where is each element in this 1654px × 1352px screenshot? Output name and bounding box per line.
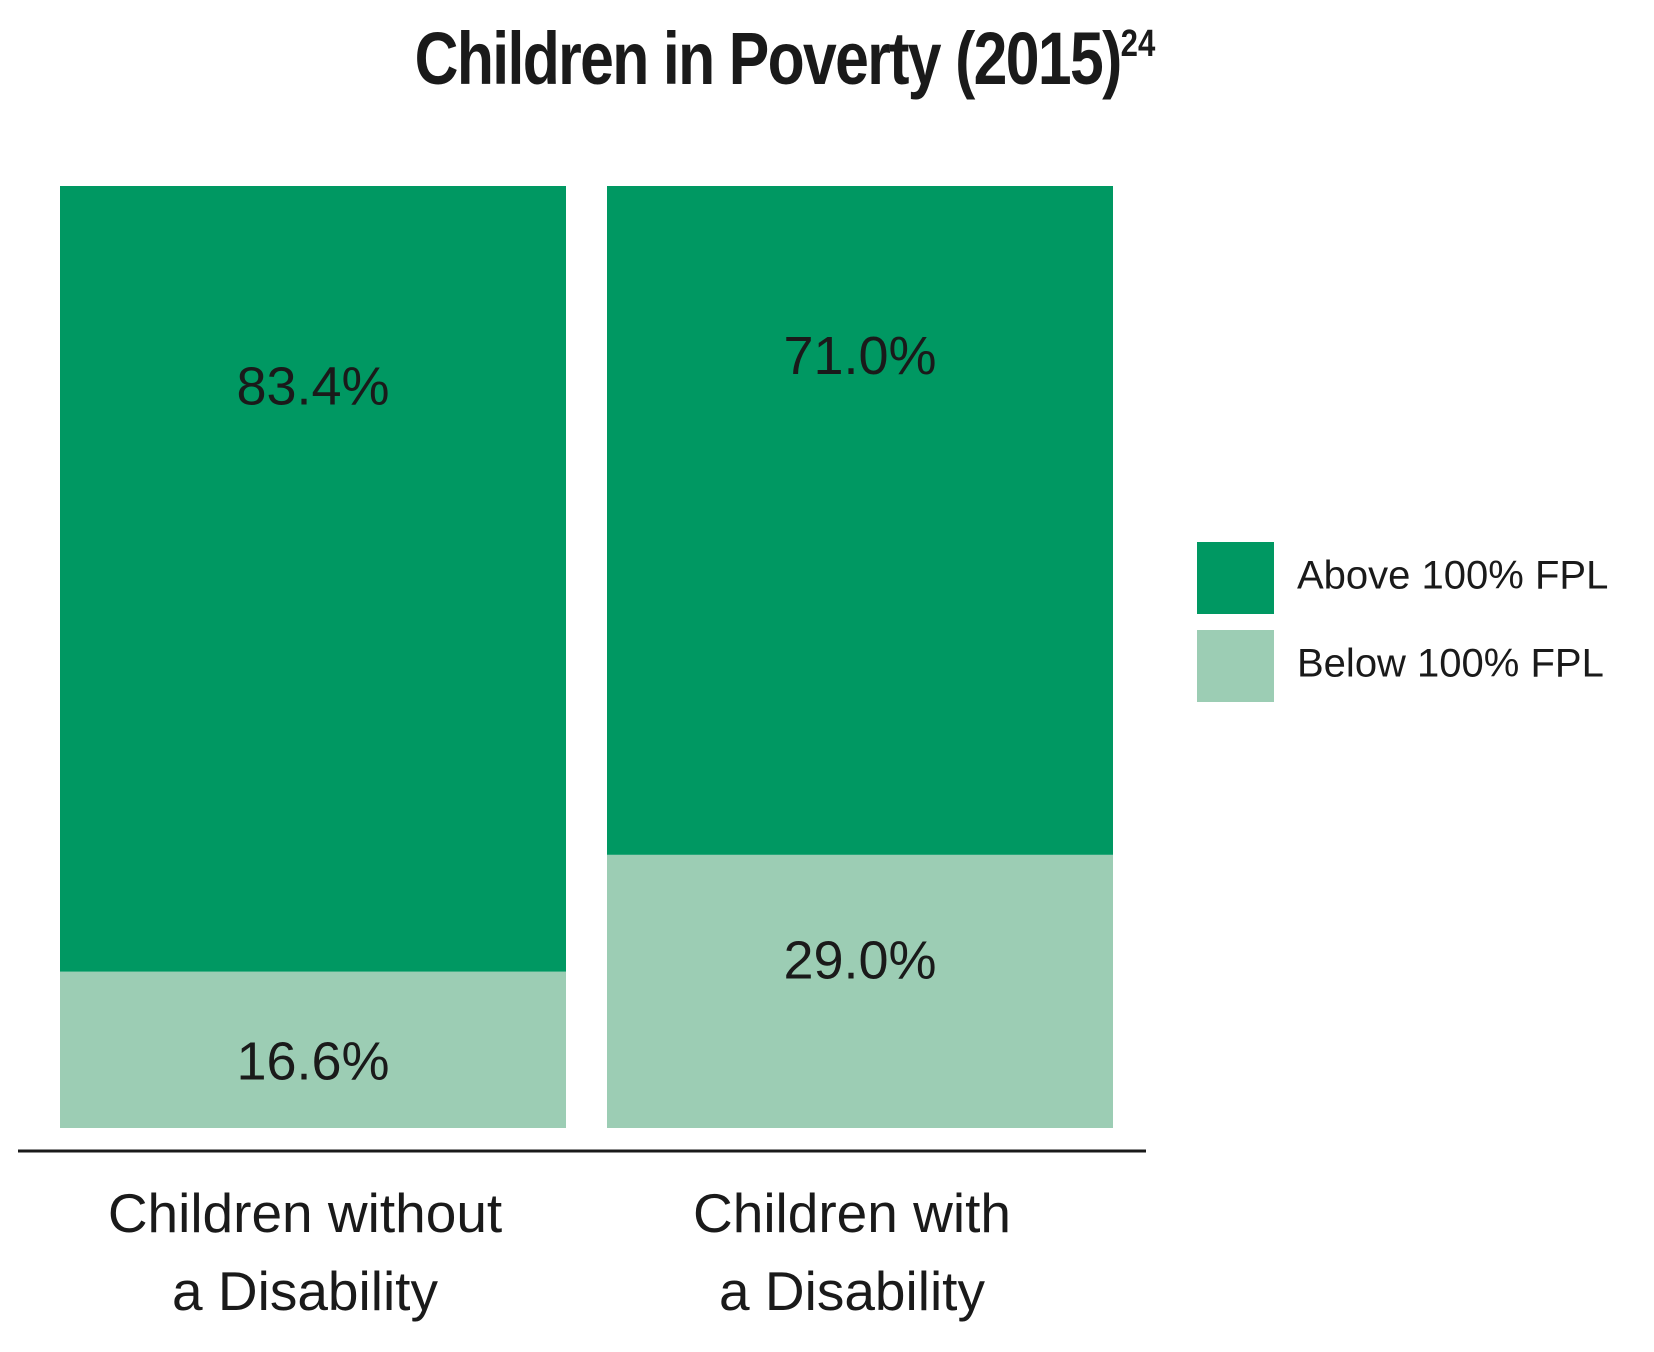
bars-group: 16.6% 83.4% 29.0% 71.0% — [60, 186, 1113, 1128]
category-label-1-line-1: a Disability — [719, 1260, 985, 1322]
bar-value-label-below-0: 16.6% — [236, 1032, 389, 1092]
bar-value-label-below-1: 29.0% — [783, 930, 936, 990]
legend-label-0: Above 100% FPL — [1297, 554, 1608, 598]
chart-title: Children in Poverty (2015)24 — [141, 16, 1428, 101]
category-label-1-line-0: Children with — [693, 1182, 1011, 1244]
bar-value-label-above-1: 71.0% — [783, 326, 936, 386]
bar-segment-above-1 — [607, 186, 1113, 855]
legend-label-1: Below 100% FPL — [1297, 642, 1604, 686]
bar-segment-below-1 — [607, 854, 1113, 1128]
bar-value-label-above-0: 83.4% — [236, 357, 389, 417]
chart-title-text: Children in Poverty (2015) — [414, 17, 1123, 100]
chart-title-footnote: 24 — [1120, 23, 1156, 65]
category-label-0-line-1: a Disability — [172, 1260, 438, 1322]
category-label-0-line-0: Children without — [108, 1182, 502, 1244]
bar-segment-above-0 — [60, 186, 566, 972]
legend: Above 100% FPL Below 100% FPL — [1197, 542, 1608, 702]
legend-swatch-1 — [1197, 630, 1274, 702]
bar-segment-below-0 — [60, 971, 566, 1128]
category-labels-group: Children without a Disability Children wit… — [108, 1182, 1011, 1322]
legend-swatch-0 — [1197, 542, 1274, 614]
